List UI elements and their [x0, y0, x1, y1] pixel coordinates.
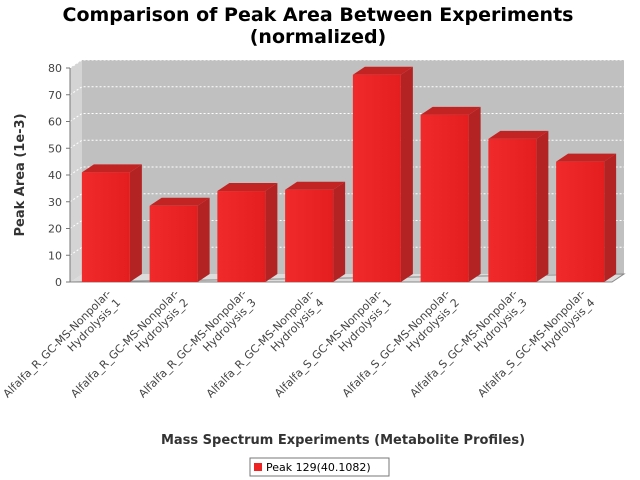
bar-top [352, 66, 413, 75]
bar [149, 197, 210, 282]
y-tick-label: 40 [48, 169, 62, 182]
y-tick-label: 20 [48, 223, 62, 236]
bar-top [81, 164, 142, 173]
x-axis-labels: Alfalfa_R_GC-MS-Nonpolar-Hydrolysis_1Alf… [1, 287, 598, 400]
plot-floor-edge [69, 273, 626, 283]
gridlines [69, 59, 624, 256]
gridline [69, 193, 624, 203]
y-tick-label: 30 [48, 196, 62, 209]
gridline [69, 113, 624, 122]
bar-front [556, 161, 605, 282]
legend: Peak 129(40.1082) [249, 457, 390, 477]
y-tick-label: 80 [48, 62, 62, 75]
bar-side [129, 164, 142, 282]
gridline [69, 246, 624, 256]
bar-front [285, 189, 334, 282]
bar-side [536, 130, 549, 282]
x-tick-label-line-1: Alfalfa_S_GC-MS-Nonpolar- [272, 287, 385, 400]
x-tick-label-line-1: Alfalfa_R_GC-MS-Nonpolar- [136, 287, 249, 400]
bar-front [352, 74, 401, 282]
bar-side [468, 106, 481, 282]
bar-front [217, 191, 266, 282]
bar-front [149, 205, 198, 282]
plot-side-wall [70, 60, 82, 282]
bar-top [488, 130, 549, 139]
bar [217, 183, 278, 282]
bar-side [604, 153, 617, 282]
bar-top [420, 106, 481, 115]
bar-side [333, 181, 346, 282]
bar-top [285, 181, 346, 190]
gridline [69, 139, 624, 149]
y-axis: 0 10 20 30 40 50 60 70 80 [48, 62, 71, 289]
bar [488, 130, 549, 282]
bar-front [488, 138, 537, 282]
bar-side [265, 183, 278, 282]
x-axis-label: Mass Spectrum Experiments (Metabolite Pr… [161, 433, 525, 448]
chart-title-line-2: (normalized) [250, 26, 387, 48]
bar [285, 181, 346, 282]
bar [556, 153, 617, 282]
legend-box [249, 457, 390, 477]
bar-top [149, 197, 210, 206]
bar-side [197, 197, 210, 282]
bar-front [420, 114, 469, 282]
x-tick-label-line-1: Alfalfa_R_GC-MS-Nonpolar- [68, 287, 181, 400]
bar-top [556, 153, 617, 162]
y-tick-label: 60 [48, 116, 62, 129]
y-axis-label: Peak Area (1e-3) [13, 113, 28, 236]
bar [352, 66, 413, 282]
chart-title-line-1: Comparison of Peak Area Between Experime… [63, 4, 574, 26]
bar [81, 164, 142, 282]
legend-swatch [254, 463, 262, 471]
x-tick-label-line-1: Alfalfa_S_GC-MS-Nonpolar- [408, 287, 521, 400]
x-tick-label-line-1: Alfalfa_R_GC-MS-Nonpolar- [1, 287, 114, 400]
legend-label: Peak 129(40.1082) [266, 461, 371, 474]
gridline [69, 220, 624, 229]
bars [81, 66, 617, 282]
y-tick-label: 70 [48, 89, 62, 102]
x-tick-label-line-1: Alfalfa_R_GC-MS-Nonpolar- [204, 287, 317, 400]
gridline [69, 59, 624, 69]
x-tick-label-line-1: Alfalfa_S_GC-MS-Nonpolar- [340, 287, 453, 400]
bar-side [400, 66, 413, 282]
x-tick-label-line-1: Alfalfa_S_GC-MS-Nonpolar- [475, 287, 588, 400]
bar-front [81, 172, 130, 282]
y-tick-label: 10 [48, 249, 62, 262]
bar-top [217, 183, 278, 192]
y-tick-label: 50 [48, 142, 62, 155]
x-tick-label: Alfalfa_R_GC-MS-Nonpolar-Hydrolysis_1 [1, 287, 124, 400]
gridline [69, 86, 624, 96]
bar [420, 106, 481, 282]
gridline [69, 166, 624, 176]
y-tick-label: 0 [55, 276, 62, 289]
